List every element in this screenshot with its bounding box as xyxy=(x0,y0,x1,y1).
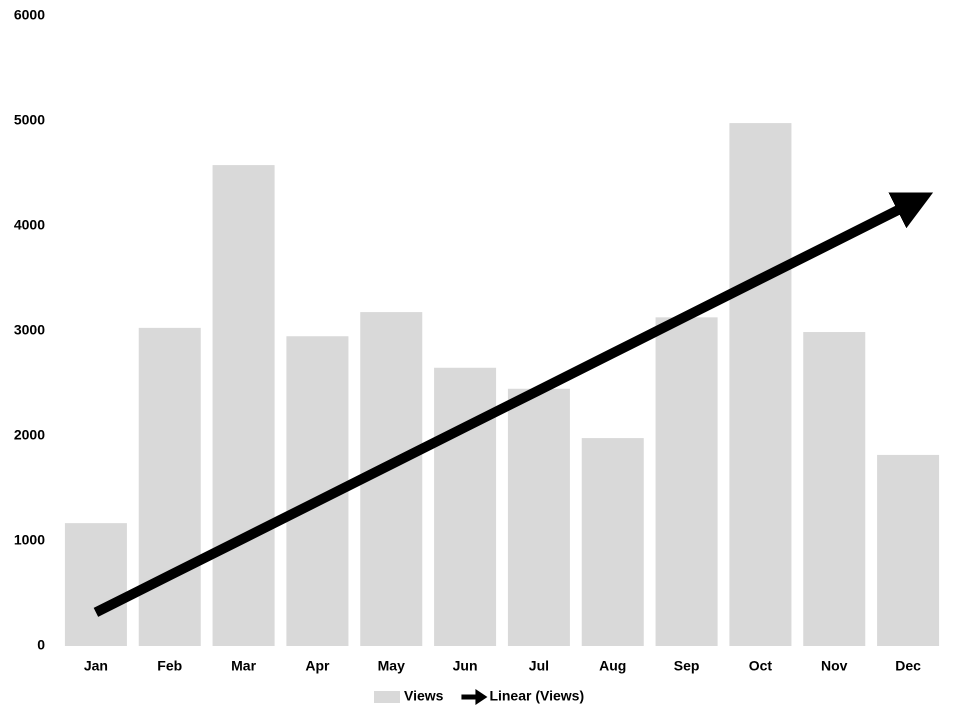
bar xyxy=(434,367,497,646)
bar xyxy=(212,165,275,646)
bar xyxy=(581,438,644,646)
x-tick-label: Sep xyxy=(674,658,700,674)
x-tick-label: Nov xyxy=(821,658,848,674)
legend-label: Linear (Views) xyxy=(489,688,584,704)
x-tick-label: May xyxy=(378,658,405,674)
bar xyxy=(64,523,127,646)
bar xyxy=(655,317,718,646)
bar xyxy=(877,454,940,646)
x-tick-label: Apr xyxy=(305,658,330,674)
y-tick-label: 5000 xyxy=(14,112,45,128)
trend-line xyxy=(93,192,934,617)
x-tick-label: Dec xyxy=(895,658,921,674)
legend-swatch xyxy=(374,691,400,703)
y-tick-label: 1000 xyxy=(14,532,45,548)
x-tick-label: Jul xyxy=(529,658,549,674)
x-tick-label: Aug xyxy=(599,658,626,674)
bar xyxy=(729,123,792,647)
bar xyxy=(507,388,570,646)
bar xyxy=(803,332,866,646)
y-tick-label: 6000 xyxy=(14,7,45,23)
bar xyxy=(138,327,201,646)
y-tick-label: 4000 xyxy=(14,217,45,233)
x-tick-label: Mar xyxy=(231,658,256,674)
x-tick-label: Feb xyxy=(157,658,182,674)
legend: Views Linear (Views) xyxy=(374,688,584,705)
y-tick-label: 3000 xyxy=(14,322,45,338)
x-tick-label: Jan xyxy=(84,658,108,674)
legend-label: Views xyxy=(404,688,444,704)
y-tick-label: 0 xyxy=(37,637,45,653)
x-tick-label: Jun xyxy=(453,658,478,674)
legend-arrow xyxy=(475,689,488,705)
y-tick-label: 2000 xyxy=(14,427,45,443)
x-tick-label: Oct xyxy=(749,658,773,674)
